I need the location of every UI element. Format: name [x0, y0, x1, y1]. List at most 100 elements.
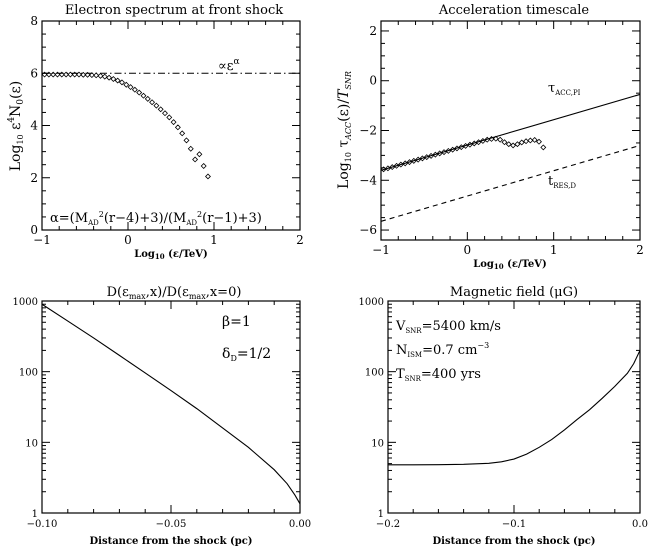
nism-label: NISM=0.7 cm−3: [396, 341, 489, 359]
data-point: [149, 99, 156, 106]
data-point: [166, 114, 173, 121]
y-tick-label: 1000: [359, 297, 384, 308]
data-point: [45, 71, 52, 78]
data-point: [58, 71, 65, 78]
data-point: [205, 173, 211, 180]
data-point: [518, 139, 525, 146]
data-point: [415, 156, 422, 163]
data-point: [441, 149, 447, 156]
data-point: [80, 71, 87, 78]
data-point: [462, 142, 469, 149]
x-tick-label: −1: [33, 233, 51, 247]
data-point: [97, 72, 104, 79]
data-point: [157, 106, 164, 113]
plot-frame: [41, 300, 301, 514]
y-tick-label: 10: [371, 438, 384, 449]
data-point: [196, 151, 203, 158]
data-point: [174, 124, 181, 131]
panel-electron-spectrum: Electron spectrum at front shock −1 0 1 202…: [7, 3, 304, 261]
y-tick-label: −6: [359, 223, 377, 237]
data-point: [67, 71, 74, 78]
y-axis-label: Log10 τACC(ε)/TSNR: [336, 71, 353, 189]
data-point: [419, 155, 426, 162]
axis-ticks: [41, 20, 301, 231]
data-point: [449, 146, 456, 153]
delta-label: δD=1/2: [222, 346, 271, 363]
tick-labels: −0.10 −0.05 0.00 1 10 100 1000: [13, 297, 312, 530]
chart-title: Acceleration timescale: [438, 3, 589, 18]
plot-frame: [380, 20, 641, 241]
svg-text:Log10 τACC(ε)/TSNR: Log10 τACC(ε)/TSNR: [336, 71, 353, 189]
x-tick-label: 2: [296, 233, 304, 247]
y-tick-label: 1: [378, 509, 384, 520]
x-tick-label: 2: [636, 243, 644, 257]
data-point: [423, 154, 430, 161]
data-point: [127, 84, 134, 91]
data-point: [119, 79, 125, 86]
x-tick-label: −0.2: [376, 519, 400, 530]
data-point: [54, 71, 61, 78]
tick-labels: −0.2 −0.1 0.0 1 10 100 1000: [359, 297, 648, 530]
alpha-formula: α=(MAD2(r−4)+3)/(MAD2(r−1)+3): [50, 210, 262, 227]
data-point: [50, 71, 57, 78]
x-tick-label: −0.10: [27, 519, 58, 530]
data-point: [527, 137, 534, 144]
data-point: [471, 140, 478, 147]
data-point: [88, 72, 95, 79]
y-tick-label: −4: [359, 173, 377, 187]
data-point: [479, 137, 486, 144]
vsnr-label: VSNR=5400 km/s: [395, 319, 501, 335]
tick-labels: −1 0 1 2 −6 −4 −2 0 2: [359, 24, 644, 257]
x-tick-label: 1: [550, 243, 558, 257]
data-point: [153, 102, 160, 109]
data-point: [162, 110, 168, 117]
y-tick-label: 8: [30, 14, 38, 28]
series-line-t-res: [380, 144, 641, 222]
data-point: [523, 138, 530, 145]
data-point: [101, 73, 108, 80]
series-label-t-res: tRES,D: [548, 174, 576, 190]
x-axis-label: Distance from the shock (pc): [432, 536, 595, 547]
data-point: [531, 136, 538, 143]
data-point: [454, 145, 460, 152]
y-tick-label: −2: [359, 124, 377, 138]
x-tick-label: 0.00: [289, 519, 311, 530]
spectrum-markers: [41, 71, 211, 180]
data-point: [540, 144, 547, 151]
x-tick-label: 0: [464, 243, 472, 257]
y-tick-label: 10: [25, 438, 38, 449]
chart-title: Magnetic field (μG): [450, 285, 578, 300]
y-tick-label: 0: [30, 223, 38, 237]
data-point: [466, 141, 473, 148]
data-point: [397, 161, 404, 168]
x-axis-label: Distance from the shock (pc): [89, 536, 252, 547]
y-axis-label: Log10 ε4N0(ε): [7, 81, 26, 171]
data-point: [505, 141, 512, 148]
svg-text:Log10 ε4N0(ε): Log10 ε4N0(ε): [7, 81, 26, 171]
data-point: [200, 163, 207, 169]
panel-acceleration-timescale: Acceleration timescale −1 0 1 2 −6 −4 −2 0 2 Log…: [336, 3, 644, 271]
data-point: [536, 138, 542, 145]
x-tick-label: −0.05: [156, 519, 187, 530]
data-point: [179, 130, 186, 137]
data-point: [63, 71, 70, 78]
axis-ticks: [41, 300, 301, 514]
data-point: [192, 156, 199, 163]
data-point: [393, 162, 400, 169]
data-point: [136, 89, 143, 96]
data-point: [497, 136, 504, 143]
data-point: [76, 71, 82, 78]
data-point: [131, 86, 138, 93]
series-line-diffusion: [41, 303, 301, 505]
data-point: [110, 76, 117, 82]
axis-ticks: [380, 21, 641, 240]
data-point: [389, 164, 396, 171]
y-tick-label: 4: [30, 119, 38, 133]
chart-title: Electron spectrum at front shock: [65, 3, 283, 18]
x-tick-label: 0: [124, 233, 132, 247]
data-point: [492, 135, 499, 142]
data-point: [428, 152, 435, 159]
panel-diffusion-coefficient: D(εmax,x)/D(εmax,x=0) −0.10 −0.05 0.00 1 10 1…: [13, 285, 312, 547]
